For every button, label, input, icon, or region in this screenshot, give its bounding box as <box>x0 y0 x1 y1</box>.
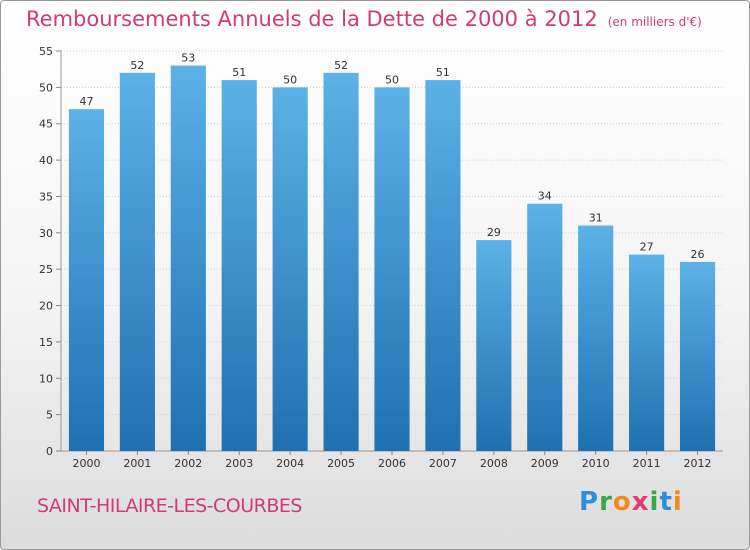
y-tick-label: 50 <box>39 81 53 94</box>
y-tick-label: 15 <box>39 336 53 349</box>
y-tick-label: 20 <box>39 300 53 313</box>
bar <box>425 80 461 451</box>
y-tick-label: 30 <box>39 227 53 240</box>
data-label: 27 <box>640 241 654 254</box>
x-tick-label: 2003 <box>225 457 253 470</box>
bar <box>272 87 308 451</box>
x-tick-label: 2004 <box>276 457 304 470</box>
bar <box>578 225 614 451</box>
x-tick-label: 2000 <box>72 457 100 470</box>
data-label: 53 <box>181 52 195 65</box>
x-tick-label: 2001 <box>123 457 151 470</box>
bar <box>476 240 512 451</box>
data-label: 52 <box>130 59 144 72</box>
commune-name: SAINT-HILAIRE-LES-COURBES <box>37 495 302 517</box>
x-tick-label: 2005 <box>327 457 355 470</box>
x-tick-label: 2007 <box>429 457 457 470</box>
x-tick-label: 2012 <box>684 457 712 470</box>
data-label: 52 <box>334 59 348 72</box>
bar <box>323 72 359 452</box>
bar <box>68 109 105 451</box>
data-label: 31 <box>589 212 603 225</box>
title-row: Remboursements Annuels de la Dette de 20… <box>26 7 702 31</box>
data-label: 47 <box>79 95 93 108</box>
y-tick-label: 55 <box>39 45 53 58</box>
proxiti-logo: Proxiti <box>579 487 683 517</box>
x-tick-label: 2010 <box>582 457 610 470</box>
bar <box>374 87 410 451</box>
bar <box>527 203 563 451</box>
bar <box>119 72 155 452</box>
bar <box>679 261 716 451</box>
bar <box>170 65 206 451</box>
y-tick-label: 25 <box>39 263 53 276</box>
bar <box>221 80 257 451</box>
y-tick-label: 45 <box>39 118 53 131</box>
y-tick-label: 0 <box>46 445 53 458</box>
y-tick-label: 40 <box>39 154 53 167</box>
y-tick-label: 35 <box>39 190 53 203</box>
data-label: 50 <box>283 73 297 86</box>
x-tick-label: 2008 <box>480 457 508 470</box>
data-label: 34 <box>538 190 552 203</box>
chart-unit: (en milliers d'€) <box>607 15 702 29</box>
chart-title: Remboursements Annuels de la Dette de 20… <box>26 7 598 31</box>
data-label: 29 <box>487 226 501 239</box>
data-label: 50 <box>385 73 399 86</box>
x-tick-label: 2011 <box>633 457 661 470</box>
data-label: 51 <box>232 66 246 79</box>
data-label: 51 <box>436 66 450 79</box>
y-tick-label: 5 <box>46 409 53 422</box>
y-tick-label: 10 <box>39 372 53 385</box>
data-label: 26 <box>691 248 705 261</box>
x-tick-label: 2009 <box>531 457 559 470</box>
bar <box>629 254 665 451</box>
x-tick-label: 2006 <box>378 457 406 470</box>
x-tick-label: 2002 <box>174 457 202 470</box>
